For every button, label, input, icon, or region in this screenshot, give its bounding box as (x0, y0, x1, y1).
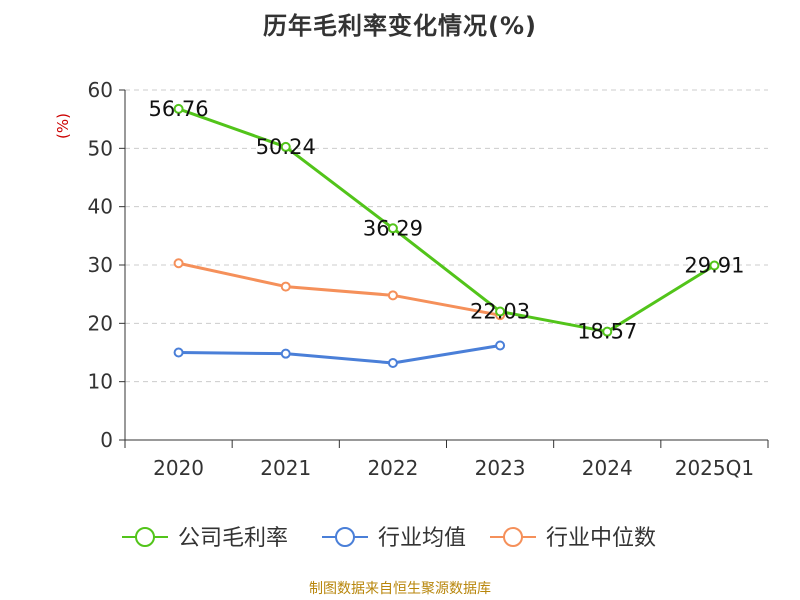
data-label: 36.29 (363, 216, 423, 240)
data-label: 50.24 (256, 135, 316, 159)
legend-marker (503, 527, 523, 547)
data-label: 18.57 (577, 320, 637, 344)
y-tick-label: 40 (88, 195, 113, 219)
data-point (709, 260, 720, 271)
series-line (177, 261, 502, 317)
legend-label: 公司毛利率 (178, 526, 288, 551)
x-tick-label: 2021 (260, 456, 311, 480)
data-point (280, 348, 291, 359)
data-point (280, 281, 291, 292)
y-tick-label: 50 (88, 136, 113, 160)
x-tick-label: 2020 (153, 456, 204, 480)
data-point (387, 358, 398, 368)
data-label: 29.91 (684, 254, 744, 278)
legend-label: 行业中位数 (546, 526, 656, 551)
y-axis-label: (%) (54, 113, 72, 139)
legend-marker (335, 527, 355, 547)
x-tick-label: 2022 (367, 456, 418, 480)
data-point (173, 347, 184, 358)
y-tick-label: 20 (88, 311, 113, 335)
legend-marker (135, 527, 155, 547)
data-point (602, 326, 613, 337)
data-point (173, 103, 184, 114)
data-point (495, 340, 506, 351)
data-point (173, 258, 184, 269)
data-point (387, 223, 398, 234)
y-tick-label: 30 (88, 253, 113, 277)
x-tick-label: 2024 (582, 456, 633, 480)
legend-label: 行业均值 (378, 526, 466, 551)
data-label: 56.76 (149, 97, 209, 121)
series-line (177, 344, 502, 365)
x-tick-label: 2025Q1 (675, 456, 754, 480)
y-tick-label: 0 (100, 428, 113, 452)
data-point (495, 306, 506, 317)
y-tick-label: 10 (88, 370, 113, 394)
chart-title: 历年毛利率变化情况(%) (263, 12, 537, 40)
source-note: 制图数据来自恒生聚源数据库 (309, 581, 491, 597)
data-point (280, 141, 291, 152)
series-line (177, 107, 716, 334)
data-label: 22.03 (470, 299, 530, 323)
y-tick-label: 60 (88, 78, 113, 102)
data-point (387, 290, 398, 301)
x-tick-label: 2023 (475, 456, 526, 480)
